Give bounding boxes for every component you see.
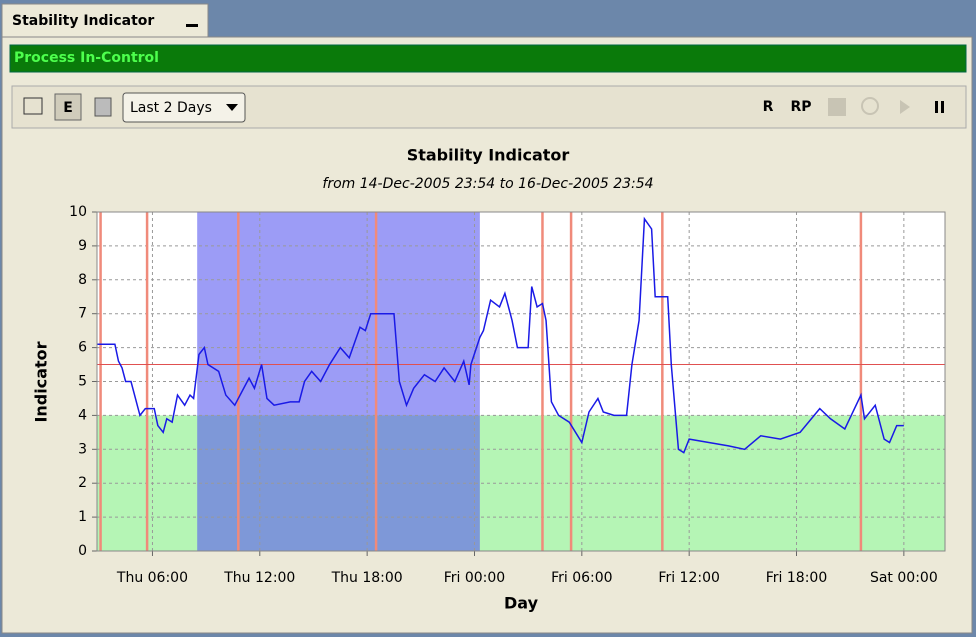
dropdown-arrow <box>226 104 238 111</box>
table-icon[interactable] <box>23 97 43 115</box>
minimize-icon[interactable] <box>186 24 198 27</box>
y-tick-label: 9 <box>78 238 87 254</box>
chart-subtitle: from 14-Dec-2005 23:54 to 16-Dec-2005 23… <box>322 176 653 192</box>
y-axis-label: Indicator <box>32 341 51 422</box>
x-tick-label: Fri 06:00 <box>551 570 612 586</box>
data-line <box>97 216 904 454</box>
pause-icon[interactable] <box>941 101 944 113</box>
x-tick-label: Thu 06:00 <box>116 570 188 586</box>
x-tick-label: Sat 00:00 <box>870 570 938 586</box>
status-text: Process In-Control <box>14 50 159 66</box>
y-tick-label: 7 <box>78 306 87 322</box>
x-tick-label: Fri 00:00 <box>444 570 505 586</box>
y-tick-label: 4 <box>78 407 87 423</box>
disabled-icon <box>828 98 846 116</box>
y-tick-label: 5 <box>78 374 87 390</box>
y-tick-label: 1 <box>78 509 87 525</box>
y-tick-label: 8 <box>78 272 87 288</box>
toolbar-button[interactable]: RP <box>790 99 811 115</box>
export-icon[interactable] <box>94 97 112 117</box>
y-tick-label: 10 <box>69 204 87 220</box>
status-bar <box>9 44 967 73</box>
tab[interactable] <box>1 3 209 39</box>
view-button-label: E <box>63 100 73 116</box>
zoom-icon <box>861 97 879 115</box>
chart-title: Stability Indicator <box>407 146 570 165</box>
play-icon <box>900 100 910 114</box>
y-tick-label: 6 <box>78 340 87 356</box>
y-tick-label: 2 <box>78 475 87 491</box>
x-tick-label: Fri 12:00 <box>658 570 719 586</box>
y-tick-label: 0 <box>78 543 87 559</box>
toolbar-button[interactable]: R <box>763 99 774 115</box>
x-tick-label: Thu 12:00 <box>223 570 295 586</box>
range-select-label: Last 2 Days <box>130 100 212 116</box>
x-axis-label: Day <box>504 594 539 613</box>
range-select[interactable] <box>122 92 246 123</box>
x-tick-label: Fri 18:00 <box>766 570 827 586</box>
x-tick-label: Thu 18:00 <box>331 570 403 586</box>
plot-border <box>96 211 946 552</box>
view-button[interactable] <box>54 93 82 121</box>
y-tick-label: 3 <box>78 441 87 457</box>
tab-title: Stability Indicator <box>12 13 154 29</box>
pause-icon[interactable] <box>935 101 938 113</box>
